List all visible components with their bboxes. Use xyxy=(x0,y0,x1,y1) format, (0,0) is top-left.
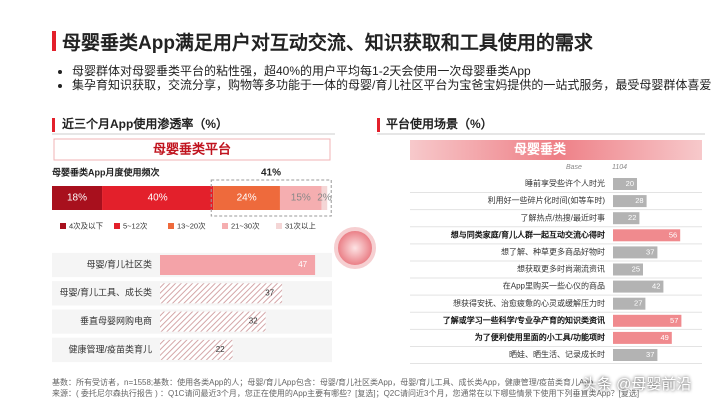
legend-marker xyxy=(60,223,66,229)
category-label: 利用好一些碎片化时间(如等车时) xyxy=(488,195,606,205)
category-label: 想获取更多时尚潮流资讯 xyxy=(517,264,605,274)
value-label: 25 xyxy=(632,264,640,273)
value-label: 28 xyxy=(635,196,643,205)
value-label: 20 xyxy=(626,179,634,188)
value-label: 42 xyxy=(652,282,660,291)
footnote: 基数：所有受访者，n=1558;基数：使用各类App的人；母婴/育儿App包含：… xyxy=(52,378,594,387)
value-label: 2% xyxy=(317,193,332,204)
value-label: 37 xyxy=(646,350,654,359)
category-label: 垂直母婴网购电商 xyxy=(80,315,152,326)
bracket xyxy=(210,179,332,217)
value-label: 18% xyxy=(67,193,87,204)
legend-label: 5~12次 xyxy=(123,220,148,230)
value-label: 47 xyxy=(298,260,307,269)
legend-label: 21~30次 xyxy=(231,220,260,230)
bar xyxy=(160,255,316,275)
section-title: 近三个月App使用渗透率（%） xyxy=(62,116,228,131)
bar xyxy=(613,229,681,242)
value-label: 56 xyxy=(669,230,677,239)
legend-label: 31次以上 xyxy=(285,220,316,230)
bar xyxy=(613,297,646,310)
center-orb xyxy=(334,227,376,269)
bar xyxy=(613,178,637,190)
bullet-list: 母婴群体对母婴垂类平台的粘性强，超40%的用户平均每1-2天会使用一次母婴垂类A… xyxy=(50,64,720,92)
value-label: 32 xyxy=(249,317,258,326)
bar-segment xyxy=(213,186,280,210)
bar xyxy=(613,212,640,225)
bar xyxy=(613,314,682,327)
banner-text: 母婴垂类平台 xyxy=(153,141,231,156)
title-accent xyxy=(52,31,56,51)
value-label: 40% xyxy=(148,193,168,204)
category-label: 母婴/育儿工具、成长类 xyxy=(59,287,152,298)
category-label: 为了便利使用里面的小工具/功能项时 xyxy=(475,332,605,342)
category-label: 想了解、种草更多商品好物时 xyxy=(501,247,605,257)
bar xyxy=(160,339,233,360)
legend-marker xyxy=(276,223,282,229)
legend-marker xyxy=(114,223,120,229)
bar xyxy=(613,263,643,276)
bar-segment xyxy=(321,186,328,210)
bullet: 集孕育知识获取，交流分享，购物等多功能于一体的母婴/育儿社区平台为宝爸宝妈提供的… xyxy=(72,78,720,92)
section-accent xyxy=(52,118,55,132)
watermark: 头条 @母婴前沿 xyxy=(582,376,692,393)
bar xyxy=(613,331,672,344)
legend-marker xyxy=(222,223,228,229)
value-label: 37 xyxy=(646,247,654,256)
category-label: 想获得安抚、治愈疲惫的心灵或缓解压力时 xyxy=(453,298,605,308)
base-value: 1104 xyxy=(612,164,627,171)
bar xyxy=(160,311,266,332)
value-label: 49 xyxy=(660,333,668,342)
banner-text: 母婴垂类 xyxy=(514,141,567,156)
annotation: 41% xyxy=(261,168,281,179)
bar xyxy=(613,349,658,361)
category-label: 想与同类家庭/育儿人群一起互动交流心得时 xyxy=(450,229,605,239)
bar xyxy=(613,246,658,259)
legend-label: 4次及以下 xyxy=(69,220,104,230)
value-label: 57 xyxy=(670,316,678,325)
banner-box xyxy=(53,138,331,161)
value-label: 27 xyxy=(634,299,642,308)
bar xyxy=(613,280,664,293)
slide-title: 母婴垂类App满足用户对互动交流、知识获取和工具使用的需求 xyxy=(62,33,593,54)
value-label: 24% xyxy=(237,193,257,204)
bar xyxy=(613,195,647,208)
section-title: 平台使用场景（%） xyxy=(386,116,493,131)
section-accent xyxy=(377,118,380,132)
footnote: 来源：( 委托尼尔森执行报告 ) ：Q1C请问最近3个月，您正在使用的App主要… xyxy=(52,389,640,398)
category-label: 在App里购买一些心仪的商品 xyxy=(503,281,605,291)
banner-box xyxy=(410,140,702,160)
category-label: 了解热点/热搜/最近时事 xyxy=(521,212,605,222)
bar xyxy=(160,283,283,304)
value-label: 37 xyxy=(265,288,274,297)
base-label: Base xyxy=(566,164,582,171)
legend-label: 13~20次 xyxy=(177,220,206,230)
chart-title: 母婴垂类App月度使用频次 xyxy=(52,166,160,177)
category-label: 睡前享受些许个人时光 xyxy=(525,178,605,188)
legend-marker xyxy=(168,223,174,229)
value-label: 15% xyxy=(291,193,311,204)
value-label: 22 xyxy=(216,345,225,354)
category-label: 了解或学习一些科学/专业孕产育的知识类资讯 xyxy=(443,315,605,325)
category-label: 晒娃、晒生活、记录成长时 xyxy=(509,349,605,359)
footnotes: 基数：所有受访者，n=1558;基数：使用各类App的人；母婴/育儿App包含：… xyxy=(52,377,672,399)
value-label: 22 xyxy=(628,213,636,222)
bar-segment xyxy=(52,186,103,210)
bullet: 母婴群体对母婴垂类平台的粘性强，超40%的用户平均每1-2天会使用一次母婴垂类A… xyxy=(72,64,720,78)
bar-segment xyxy=(279,186,322,210)
bar-segment xyxy=(102,186,214,210)
category-label: 母婴/育儿社区类 xyxy=(86,258,152,269)
category-label: 健康管理/疫苗类育儿 xyxy=(68,343,152,354)
